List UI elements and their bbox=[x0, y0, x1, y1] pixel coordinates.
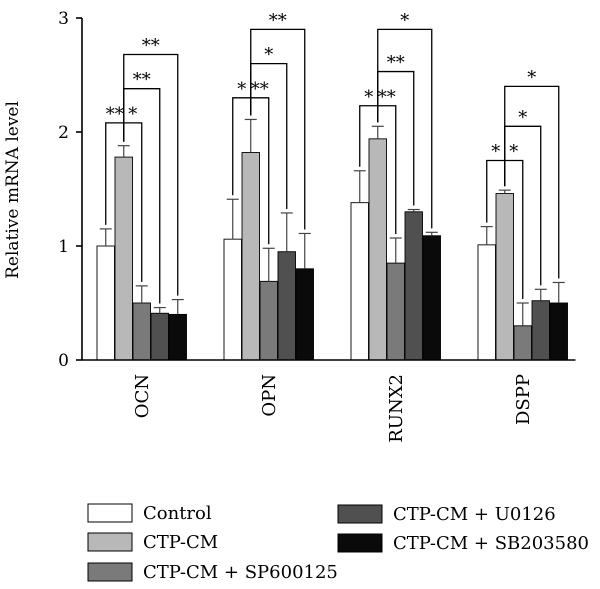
bar-ocn-4 bbox=[168, 313, 187, 361]
bar-ocn-2 bbox=[132, 302, 151, 361]
y-tick-label: 2 bbox=[58, 123, 69, 143]
significance-label: * bbox=[400, 10, 409, 31]
bar-opn-4 bbox=[295, 268, 314, 361]
bar-opn-3 bbox=[277, 251, 296, 361]
significance-label: * bbox=[491, 142, 500, 163]
bar-runx2-1 bbox=[368, 138, 387, 361]
significance-label: ** bbox=[378, 87, 396, 108]
bars bbox=[96, 138, 568, 361]
category-label: DSPP bbox=[513, 374, 534, 425]
bar-dspp-0 bbox=[477, 244, 496, 361]
y-tick-label: 3 bbox=[58, 9, 69, 29]
legend: Control CTP-CM CTP-CM + SP600125 CTP-CM + U… bbox=[87, 503, 589, 583]
legend-swatch bbox=[87, 503, 133, 523]
bar-opn-0 bbox=[223, 238, 242, 361]
error-bars bbox=[99, 118, 565, 326]
legend-swatch bbox=[337, 504, 383, 524]
significance-label: * bbox=[364, 87, 373, 108]
bar-opn-2 bbox=[259, 280, 278, 361]
bar-runx2-3 bbox=[404, 211, 423, 361]
legend-label: CTP-CM + SB203580 bbox=[393, 533, 589, 554]
significance-label: * bbox=[527, 67, 536, 88]
bar-ocn-0 bbox=[96, 245, 115, 361]
significance-bracket bbox=[377, 28, 433, 229]
significance-label: * bbox=[518, 107, 527, 128]
legend-label: CTP-CM + SP600125 bbox=[143, 562, 338, 583]
category-label: OCN bbox=[132, 374, 153, 418]
y-tick-label: 1 bbox=[58, 237, 69, 257]
significance-label: ** bbox=[106, 104, 124, 125]
significance-bracket bbox=[123, 53, 179, 296]
bar-runx2-2 bbox=[386, 262, 405, 361]
significance-label: ** bbox=[133, 70, 151, 91]
significance-label: ** bbox=[142, 35, 160, 56]
significance-label: * bbox=[128, 104, 137, 125]
legend-swatch bbox=[87, 532, 133, 552]
bar-runx2-4 bbox=[422, 235, 441, 361]
legend-label: CTP-CM bbox=[143, 532, 218, 553]
bar-dspp-2 bbox=[513, 325, 532, 361]
category-label: RUNX2 bbox=[386, 374, 407, 443]
y-axis-label: Relative mRNA level bbox=[3, 101, 23, 279]
bar-runx2-0 bbox=[350, 202, 369, 361]
significance-bracket bbox=[250, 28, 306, 230]
significance-label: ** bbox=[269, 10, 287, 31]
bar-ocn-3 bbox=[150, 312, 169, 361]
legend-label: Control bbox=[143, 503, 212, 524]
bar-ocn-1 bbox=[114, 156, 133, 361]
significance-label: * bbox=[264, 45, 273, 66]
legend-swatch bbox=[87, 562, 133, 582]
y-axis: 0 1 2 3 bbox=[58, 9, 83, 371]
bar-dspp-1 bbox=[495, 193, 514, 361]
y-tick-label: 0 bbox=[58, 351, 69, 371]
significance-label: * bbox=[237, 79, 246, 100]
significance-label: ** bbox=[251, 79, 269, 100]
significance-bracket bbox=[504, 85, 560, 279]
category-label: OPN bbox=[259, 374, 280, 417]
legend-swatch bbox=[337, 533, 383, 553]
significance-label: * bbox=[509, 142, 518, 163]
significance-label: ** bbox=[387, 53, 405, 74]
bar-dspp-3 bbox=[531, 300, 550, 361]
bar-dspp-4 bbox=[549, 302, 568, 361]
x-axis: OCN OPN RUNX2 DSPP bbox=[82, 359, 576, 443]
significance-brackets: ** ****** ****** ****** *** bbox=[105, 10, 560, 304]
legend-label: CTP-CM + U0126 bbox=[393, 504, 556, 525]
bar-opn-1 bbox=[241, 152, 260, 361]
